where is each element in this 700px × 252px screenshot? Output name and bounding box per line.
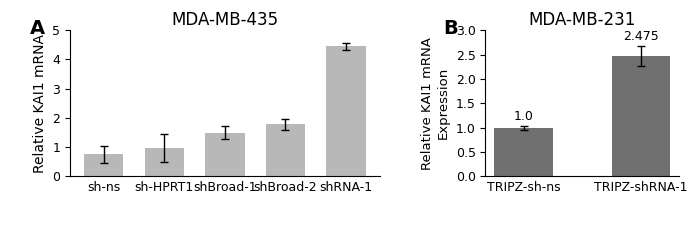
Title: MDA-MB-435: MDA-MB-435: [172, 11, 279, 29]
Bar: [145, 148, 184, 176]
Bar: [84, 154, 123, 176]
Title: MDA-MB-231: MDA-MB-231: [528, 11, 636, 29]
Bar: [494, 128, 553, 176]
Bar: [326, 46, 365, 176]
Text: A: A: [29, 19, 45, 38]
Y-axis label: Relative KAI1 mRNA
Expression: Relative KAI1 mRNA Expression: [421, 37, 450, 170]
Text: 2.475: 2.475: [623, 30, 659, 43]
Y-axis label: Relative KAI1 mRNA: Relative KAI1 mRNA: [33, 34, 47, 173]
Text: 1.0: 1.0: [514, 110, 533, 123]
Bar: [205, 133, 244, 176]
Text: B: B: [443, 19, 458, 38]
Bar: [612, 56, 670, 176]
Bar: [266, 124, 305, 176]
